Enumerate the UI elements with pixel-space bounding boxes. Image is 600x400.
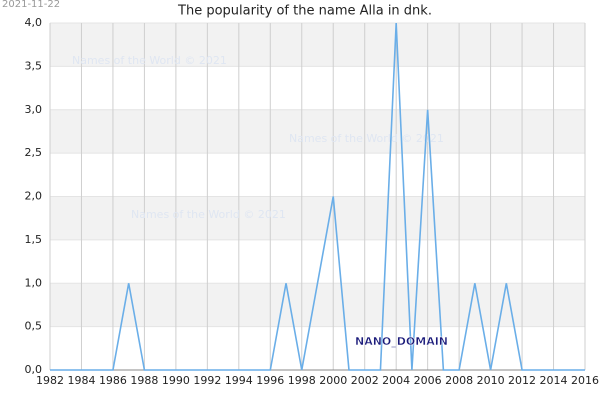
y-tick-label: 3,0: [25, 103, 43, 116]
x-tick-label: 1994: [225, 374, 253, 387]
y-tick-label: 2,5: [25, 146, 43, 159]
y-tick-label: 0,5: [25, 320, 43, 333]
x-tick-label: 1986: [99, 374, 127, 387]
x-tick-label: 1988: [130, 374, 158, 387]
x-tick-label: 2010: [477, 374, 505, 387]
grid-band: [50, 23, 585, 67]
x-tick-label: 1996: [256, 374, 284, 387]
x-tick-label: 2002: [351, 374, 379, 387]
y-tick-label: 2,0: [25, 190, 43, 203]
x-tick-label: 1984: [67, 374, 95, 387]
x-tick-label: 2000: [319, 374, 347, 387]
x-tick-label: 2006: [414, 374, 442, 387]
x-tick-label: 2012: [508, 374, 536, 387]
line-series: [50, 22, 585, 371]
x-tick-label: 1992: [193, 374, 221, 387]
grid-band: [50, 109, 585, 154]
x-tick-label: 1998: [288, 374, 316, 387]
date-stamp: 2021-11-22: [2, 0, 60, 10]
domain-label: NANO_DOMAIN: [355, 335, 448, 348]
y-tick-label: 4,0: [25, 16, 43, 29]
watermark: Names of the World © 2021: [289, 132, 444, 145]
y-tick-label: 0,0: [25, 363, 43, 376]
grid-band: [50, 196, 585, 240]
x-tick-label: 2016: [571, 374, 599, 387]
watermark: Names of the World © 2021: [131, 208, 286, 221]
x-tick-label: 2014: [540, 374, 568, 387]
y-tick-label: 1,0: [25, 276, 43, 289]
watermark: Names of the World © 2021: [72, 54, 227, 67]
y-tick-label: 3,5: [25, 59, 43, 72]
chart-title: The popularity of the name Alla in dnk.: [177, 4, 432, 19]
x-tick-label: 1990: [162, 374, 190, 387]
x-tick-label: 1982: [36, 374, 64, 387]
x-tick-label: 2008: [445, 374, 473, 387]
grid-band: [50, 283, 585, 327]
y-tick-label: 1,5: [25, 233, 43, 246]
plot-background: [49, 22, 586, 371]
x-tick-label: 2004: [382, 374, 410, 387]
